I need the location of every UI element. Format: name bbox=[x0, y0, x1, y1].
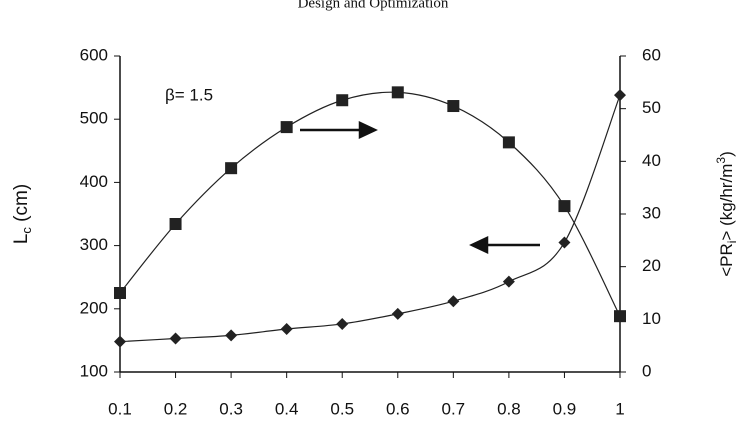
x-tick-label: 0.6 bbox=[386, 399, 410, 418]
marker bbox=[447, 295, 460, 308]
y2-tick-label: 0 bbox=[642, 361, 651, 380]
x-tick-label: 0.3 bbox=[219, 399, 243, 418]
y-tick-label: 200 bbox=[80, 298, 108, 317]
x-tick-label: 0.4 bbox=[275, 399, 299, 418]
y2-tick-label: 50 bbox=[642, 98, 661, 117]
y2-tick-label: 60 bbox=[642, 45, 661, 64]
y-label-part: (cm) bbox=[11, 184, 32, 227]
marker bbox=[558, 236, 571, 249]
marker bbox=[558, 200, 571, 213]
marker bbox=[391, 86, 404, 99]
y-tick-label: 100 bbox=[80, 361, 108, 380]
y2-tick-label: 20 bbox=[642, 256, 661, 275]
marker bbox=[336, 94, 349, 107]
y-tick-label: 300 bbox=[80, 235, 108, 254]
y2-axis-label: <PRi> (kg/hr/m3) bbox=[714, 151, 739, 277]
x-tick-label: 0.5 bbox=[330, 399, 354, 418]
y-tick-label: 500 bbox=[80, 109, 108, 128]
marker bbox=[447, 100, 460, 113]
y2-label-sup: 3 bbox=[714, 157, 728, 164]
y2-label-part: <PR bbox=[717, 243, 736, 277]
y2-tick-label: 10 bbox=[642, 309, 661, 328]
x-tick-label: 0.8 bbox=[497, 399, 521, 418]
marker bbox=[225, 162, 238, 175]
marker bbox=[225, 329, 238, 342]
marker bbox=[502, 275, 515, 288]
y-axis-label: Lc (cm) bbox=[11, 184, 34, 244]
arrows bbox=[300, 121, 540, 254]
marker bbox=[614, 89, 626, 102]
marker bbox=[169, 218, 182, 231]
marker bbox=[614, 310, 626, 323]
x-tick-label: 0.9 bbox=[553, 399, 577, 418]
y2-label-part: > (kg/hr/m bbox=[717, 164, 736, 241]
y2-label-sub: i bbox=[725, 241, 739, 244]
chart-title: Design and Optimization bbox=[298, 0, 449, 11]
marker bbox=[114, 287, 126, 299]
marker bbox=[280, 323, 293, 336]
marker bbox=[502, 136, 515, 149]
y-tick-label: 400 bbox=[80, 172, 108, 191]
x-tick-label: 1 bbox=[615, 399, 624, 418]
x-tick-label: 0.2 bbox=[164, 399, 188, 418]
series-line bbox=[119, 91, 621, 317]
y2-label-part: ) bbox=[717, 151, 736, 157]
y2-tick-label: 30 bbox=[642, 203, 661, 222]
y-tick-label: 600 bbox=[80, 45, 108, 64]
annotation: β= 1.5 bbox=[165, 85, 213, 104]
y-label-part: L bbox=[11, 234, 32, 245]
marker bbox=[336, 317, 349, 330]
x-tick-label: 0.1 bbox=[108, 399, 132, 418]
y2-tick-label: 40 bbox=[642, 151, 661, 170]
marker bbox=[280, 121, 293, 134]
marker bbox=[169, 332, 182, 345]
marker bbox=[114, 335, 126, 348]
marker bbox=[391, 307, 404, 320]
x-tick-label: 0.7 bbox=[442, 399, 466, 418]
y-label-sub: c bbox=[19, 227, 34, 234]
